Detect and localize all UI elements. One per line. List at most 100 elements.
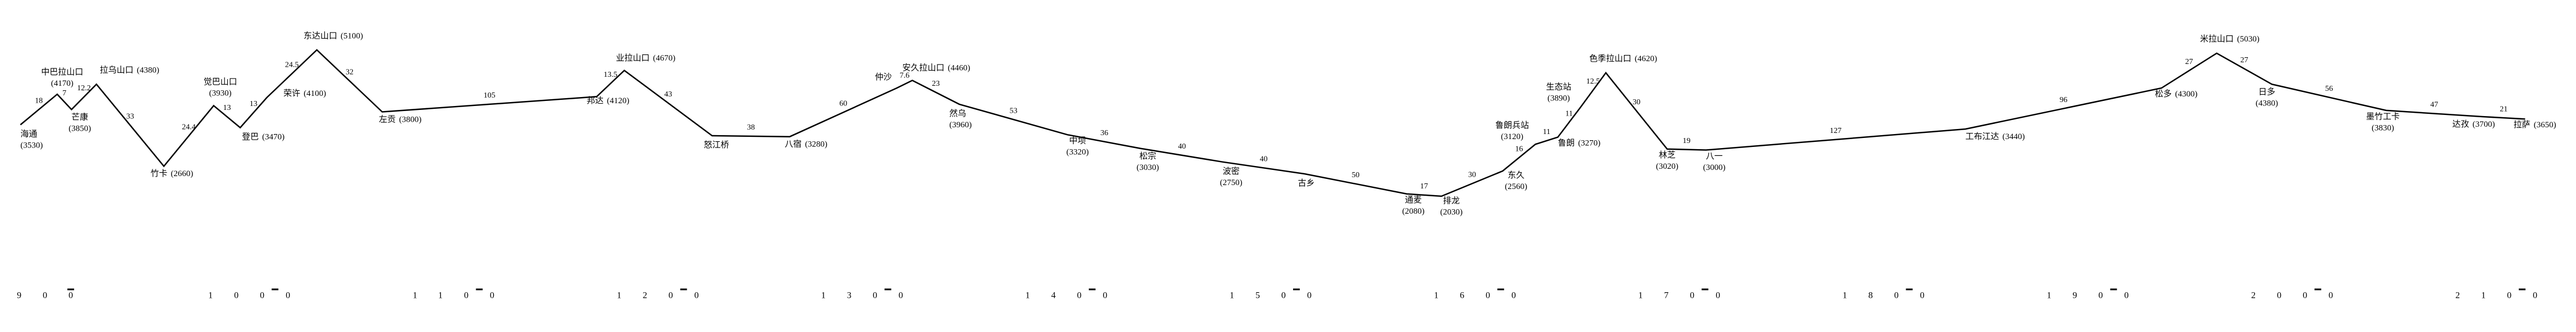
- segment-distance: 38: [747, 123, 755, 132]
- place-label: 米拉山口 (5030): [2200, 35, 2260, 44]
- elevation-label: (4670): [653, 54, 675, 63]
- place-label: 登巴 (3470): [242, 132, 284, 142]
- x-tick-label: 1300: [821, 291, 924, 301]
- place-name: 鲁朗兵站: [1495, 121, 1529, 130]
- segment-distance: 16: [1515, 145, 1523, 153]
- place-label: 荣许 (4100): [283, 89, 326, 99]
- place-label: 拉萨 (3650): [2514, 121, 2556, 130]
- elevation-label: (3700): [2472, 120, 2495, 129]
- x-tick-label: 1100: [413, 291, 516, 301]
- segment-distance: 13: [250, 100, 257, 108]
- x-tick-label: 1200: [617, 291, 720, 301]
- segment-distance: 40: [1260, 155, 1268, 164]
- elevation-label: (4380): [2256, 99, 2278, 108]
- elevation-label: (2560): [1505, 182, 1527, 191]
- segment-distance: 13: [223, 104, 231, 112]
- segment-distance: 21: [2500, 105, 2508, 113]
- elevation-label: (3800): [399, 116, 421, 125]
- x-tick-label: 1500: [1230, 291, 1333, 301]
- elevation-label: (3830): [2372, 123, 2394, 132]
- place-name: 古乡: [1298, 178, 1315, 188]
- place-name: 八宿: [785, 140, 802, 149]
- place-label: 东达山口 (5100): [303, 31, 363, 41]
- elevation-label: (2750): [1220, 178, 1243, 187]
- place-name: 八一: [1706, 152, 1723, 161]
- place-label: 怒江桥: [704, 140, 729, 150]
- place-label: 鲁朗 (3270): [1558, 139, 1600, 148]
- segment-distance: 24.5: [285, 61, 299, 70]
- x-tick-label: 1000: [208, 291, 311, 301]
- segment-distance: 32: [346, 68, 353, 76]
- segment-distance: 11: [1565, 109, 1572, 118]
- elevation-label: (2030): [1440, 208, 1462, 216]
- place-label: 安久拉山口 (4460): [903, 63, 970, 73]
- elevation-label: (4620): [1635, 55, 1657, 64]
- x-tick-label: 1700: [1638, 291, 1741, 301]
- place-name: 邦达: [587, 96, 604, 106]
- place-name: 林芝: [1659, 150, 1676, 160]
- place-label: 仲沙: [875, 73, 892, 82]
- segment-distance: 12.5: [1586, 77, 1600, 86]
- elevation-label: (3530): [20, 141, 43, 150]
- place-label: 左贡 (3800): [379, 115, 421, 125]
- elevation-label: (3320): [1066, 148, 1089, 157]
- place-label: 竹卡 (2660): [150, 169, 193, 179]
- segment-distance: 27: [2185, 58, 2193, 66]
- segment-distance: 47: [2430, 101, 2438, 109]
- segment-distance: 50: [1352, 171, 1360, 179]
- place-name: 松多: [2155, 89, 2172, 99]
- place-name: 仲沙: [875, 73, 892, 82]
- elevation-label: (2080): [1402, 207, 1424, 216]
- place-label: 色季拉山口 (4620): [1589, 54, 1657, 64]
- segment-distance: 12.2: [77, 84, 91, 93]
- place-name: 荣许: [283, 89, 300, 99]
- place-name: 登巴: [242, 132, 259, 142]
- place-label: 业拉山口 (4670): [616, 53, 675, 63]
- segment-distance: 27: [2241, 56, 2248, 64]
- place-name: 东达山口: [303, 31, 337, 41]
- place-label: 邦达 (4120): [587, 96, 629, 106]
- elevation-label: (4460): [948, 64, 970, 73]
- x-tick-label: 1400: [1025, 291, 1129, 301]
- x-tick-label: 1800: [1843, 291, 1946, 301]
- elevation-label: (4300): [2175, 90, 2197, 99]
- segment-distance: 11: [1543, 128, 1550, 136]
- segment-distance: 105: [484, 91, 495, 100]
- elevation-label: (3930): [209, 89, 232, 98]
- x-tick-label: 2100: [2455, 291, 2559, 301]
- place-label: 工布江达 (3440): [1966, 132, 2025, 141]
- elevation-label: (5030): [2237, 35, 2260, 44]
- elevation-label: (3470): [262, 133, 284, 142]
- elevation-label: (4120): [607, 97, 629, 106]
- place-name: 排龙: [1443, 196, 1460, 205]
- elevation-label: (3280): [805, 140, 827, 149]
- place-name: 鲁朗: [1558, 139, 1575, 148]
- elevation-label: (3960): [949, 121, 972, 130]
- segment-distance: 53: [1010, 107, 1018, 115]
- x-tick-label: 1600: [1434, 291, 1537, 301]
- segment-distance: 56: [2325, 85, 2333, 93]
- place-label: 古乡: [1298, 178, 1315, 188]
- x-tick-label: 2000: [2251, 291, 2354, 301]
- place-label: 松多 (4300): [2155, 89, 2197, 99]
- segment-distance: 36: [1101, 129, 1108, 137]
- elevation-label: (4380): [137, 66, 159, 75]
- elevation-label: (4100): [303, 90, 326, 99]
- place-label: 拉乌山口 (4380): [100, 66, 159, 75]
- segment-distance: 60: [839, 100, 847, 108]
- elevation-line: [20, 49, 2526, 197]
- segment-distance: 19: [1682, 137, 1690, 145]
- place-name: 左贡: [379, 115, 395, 125]
- place-name: 色季拉山口: [1589, 54, 1631, 64]
- segment-distance: 13.5: [604, 71, 618, 79]
- place-name: 然乌: [949, 109, 966, 118]
- place-name: 竹卡: [150, 169, 167, 179]
- segment-distance: 7.6: [900, 71, 910, 80]
- place-name: 业拉山口: [616, 53, 650, 63]
- place-name: 通麦: [1405, 195, 1422, 205]
- place-name: 拉乌山口: [100, 66, 134, 75]
- segment-distance: 24.4: [182, 123, 196, 132]
- elevation-label: (3440): [2003, 132, 2025, 141]
